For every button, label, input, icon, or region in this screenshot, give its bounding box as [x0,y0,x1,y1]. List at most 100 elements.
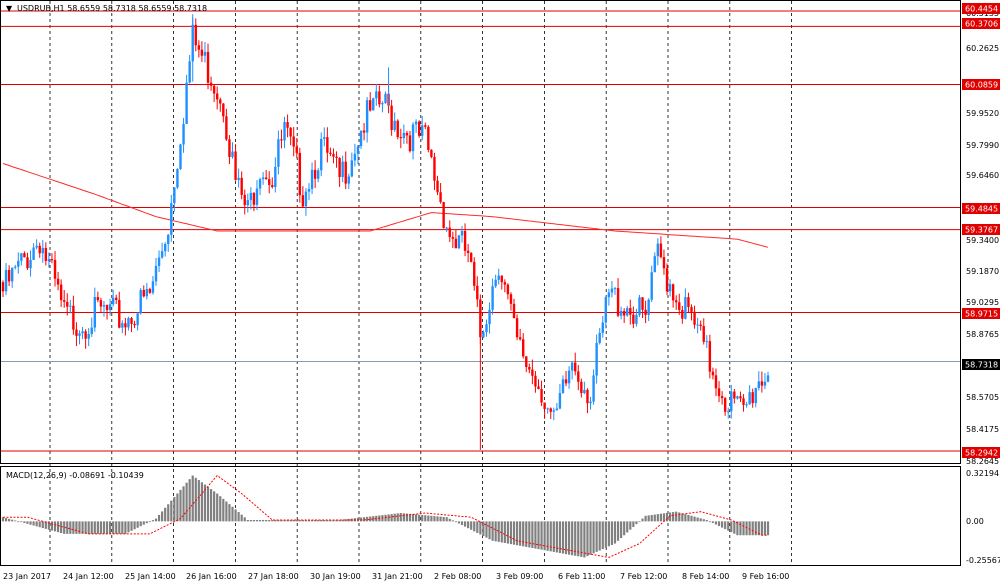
candle-body [421,125,424,136]
macd-bar [421,514,424,522]
candle-body [610,288,614,293]
macd-bar [574,521,577,556]
macd-bar [668,512,672,522]
macd-bar [711,521,715,524]
macd-bar [151,520,155,522]
candle-body [540,389,543,403]
macd-bar [610,521,614,545]
macd-bar [580,521,583,557]
candle-body [17,260,20,267]
candle-body [567,370,571,384]
macd-bar [234,509,237,522]
candle-body [482,332,485,338]
macd-bar [702,519,705,522]
candle-body [473,261,476,286]
candle-body [405,132,409,136]
macd-bar [154,518,158,522]
candle-body [102,305,106,307]
candle-body [451,237,455,239]
candle-body [629,308,632,315]
time-axis-label: 9 Feb 16:00 [742,572,789,581]
macd-pane[interactable] [0,466,961,566]
candle-body [121,323,124,328]
level-tag-bg [962,224,1000,235]
candle-body [601,322,604,333]
candle-body [727,411,730,413]
candle-body [742,398,745,405]
macd-bar [105,521,109,534]
candle-body [4,269,8,292]
candle-body [212,85,216,94]
macd-bar [69,521,72,534]
macd-bar [341,519,344,522]
macd-bar [396,513,399,522]
macd-bar [292,519,295,522]
macd-bar [626,521,629,533]
candle-body [338,158,341,178]
candle-body [323,137,326,139]
macd-bar [228,504,231,522]
macd-bar [326,519,329,522]
macd-bar [512,521,516,545]
macd-bar [656,514,659,522]
macd-bar [298,519,301,522]
candle-body [258,179,262,189]
moving-average [2,163,769,248]
macd-bar [745,521,748,536]
macd-bar [561,521,565,554]
macd-bar [320,519,323,522]
candle-body [561,379,565,393]
macd-bar [653,514,656,522]
macd-bar [29,521,32,525]
macd-bar [11,519,14,522]
candle-body [240,177,243,195]
candle-body [63,300,66,302]
macd-bar [56,521,60,533]
macd-bar [620,521,623,539]
macd-bar [549,521,552,552]
macd-bar [109,521,112,534]
macd-bar [448,518,451,522]
candle-body [75,329,78,336]
macd-bar [482,521,485,537]
candle-body [626,308,629,316]
candle-body [179,144,182,170]
candle-body [350,160,354,177]
macd-bar [262,519,265,522]
price-axis-label: 59.6460 [966,171,999,180]
candle-body [396,120,399,138]
candle-body [763,381,767,386]
candle-body [488,309,491,325]
macd-bar [194,477,197,522]
price-axis-label: 60.2625 [966,44,999,53]
macd-bar [650,514,653,522]
macd-bar [399,513,402,522]
chart-menu-icon[interactable]: ▼ [6,4,13,13]
candle-body [173,187,176,204]
time-axis-label: 25 Jan 14:00 [125,572,176,581]
level-tag-bg [962,308,1000,319]
macd-bar [216,493,219,522]
candle-body [271,185,274,188]
candle-body [537,386,540,390]
candle-body [622,311,626,316]
candle-body [295,146,298,153]
macd-bar [672,512,675,522]
candle-body [690,307,693,312]
macd-bar [237,512,240,522]
candle-body [298,152,302,196]
macd-bar [681,513,684,522]
macd-bar [317,519,320,522]
candle-body [182,123,185,145]
macd-bar [185,482,188,522]
candle-body [757,381,761,389]
macd-bar [332,519,335,522]
macd-bar [721,521,724,528]
macd-bar [485,521,488,538]
macd-bar [252,519,256,522]
candle-body [699,324,702,327]
macd-bar [522,521,525,547]
candle-body [616,288,620,316]
macd-bar [515,521,519,546]
